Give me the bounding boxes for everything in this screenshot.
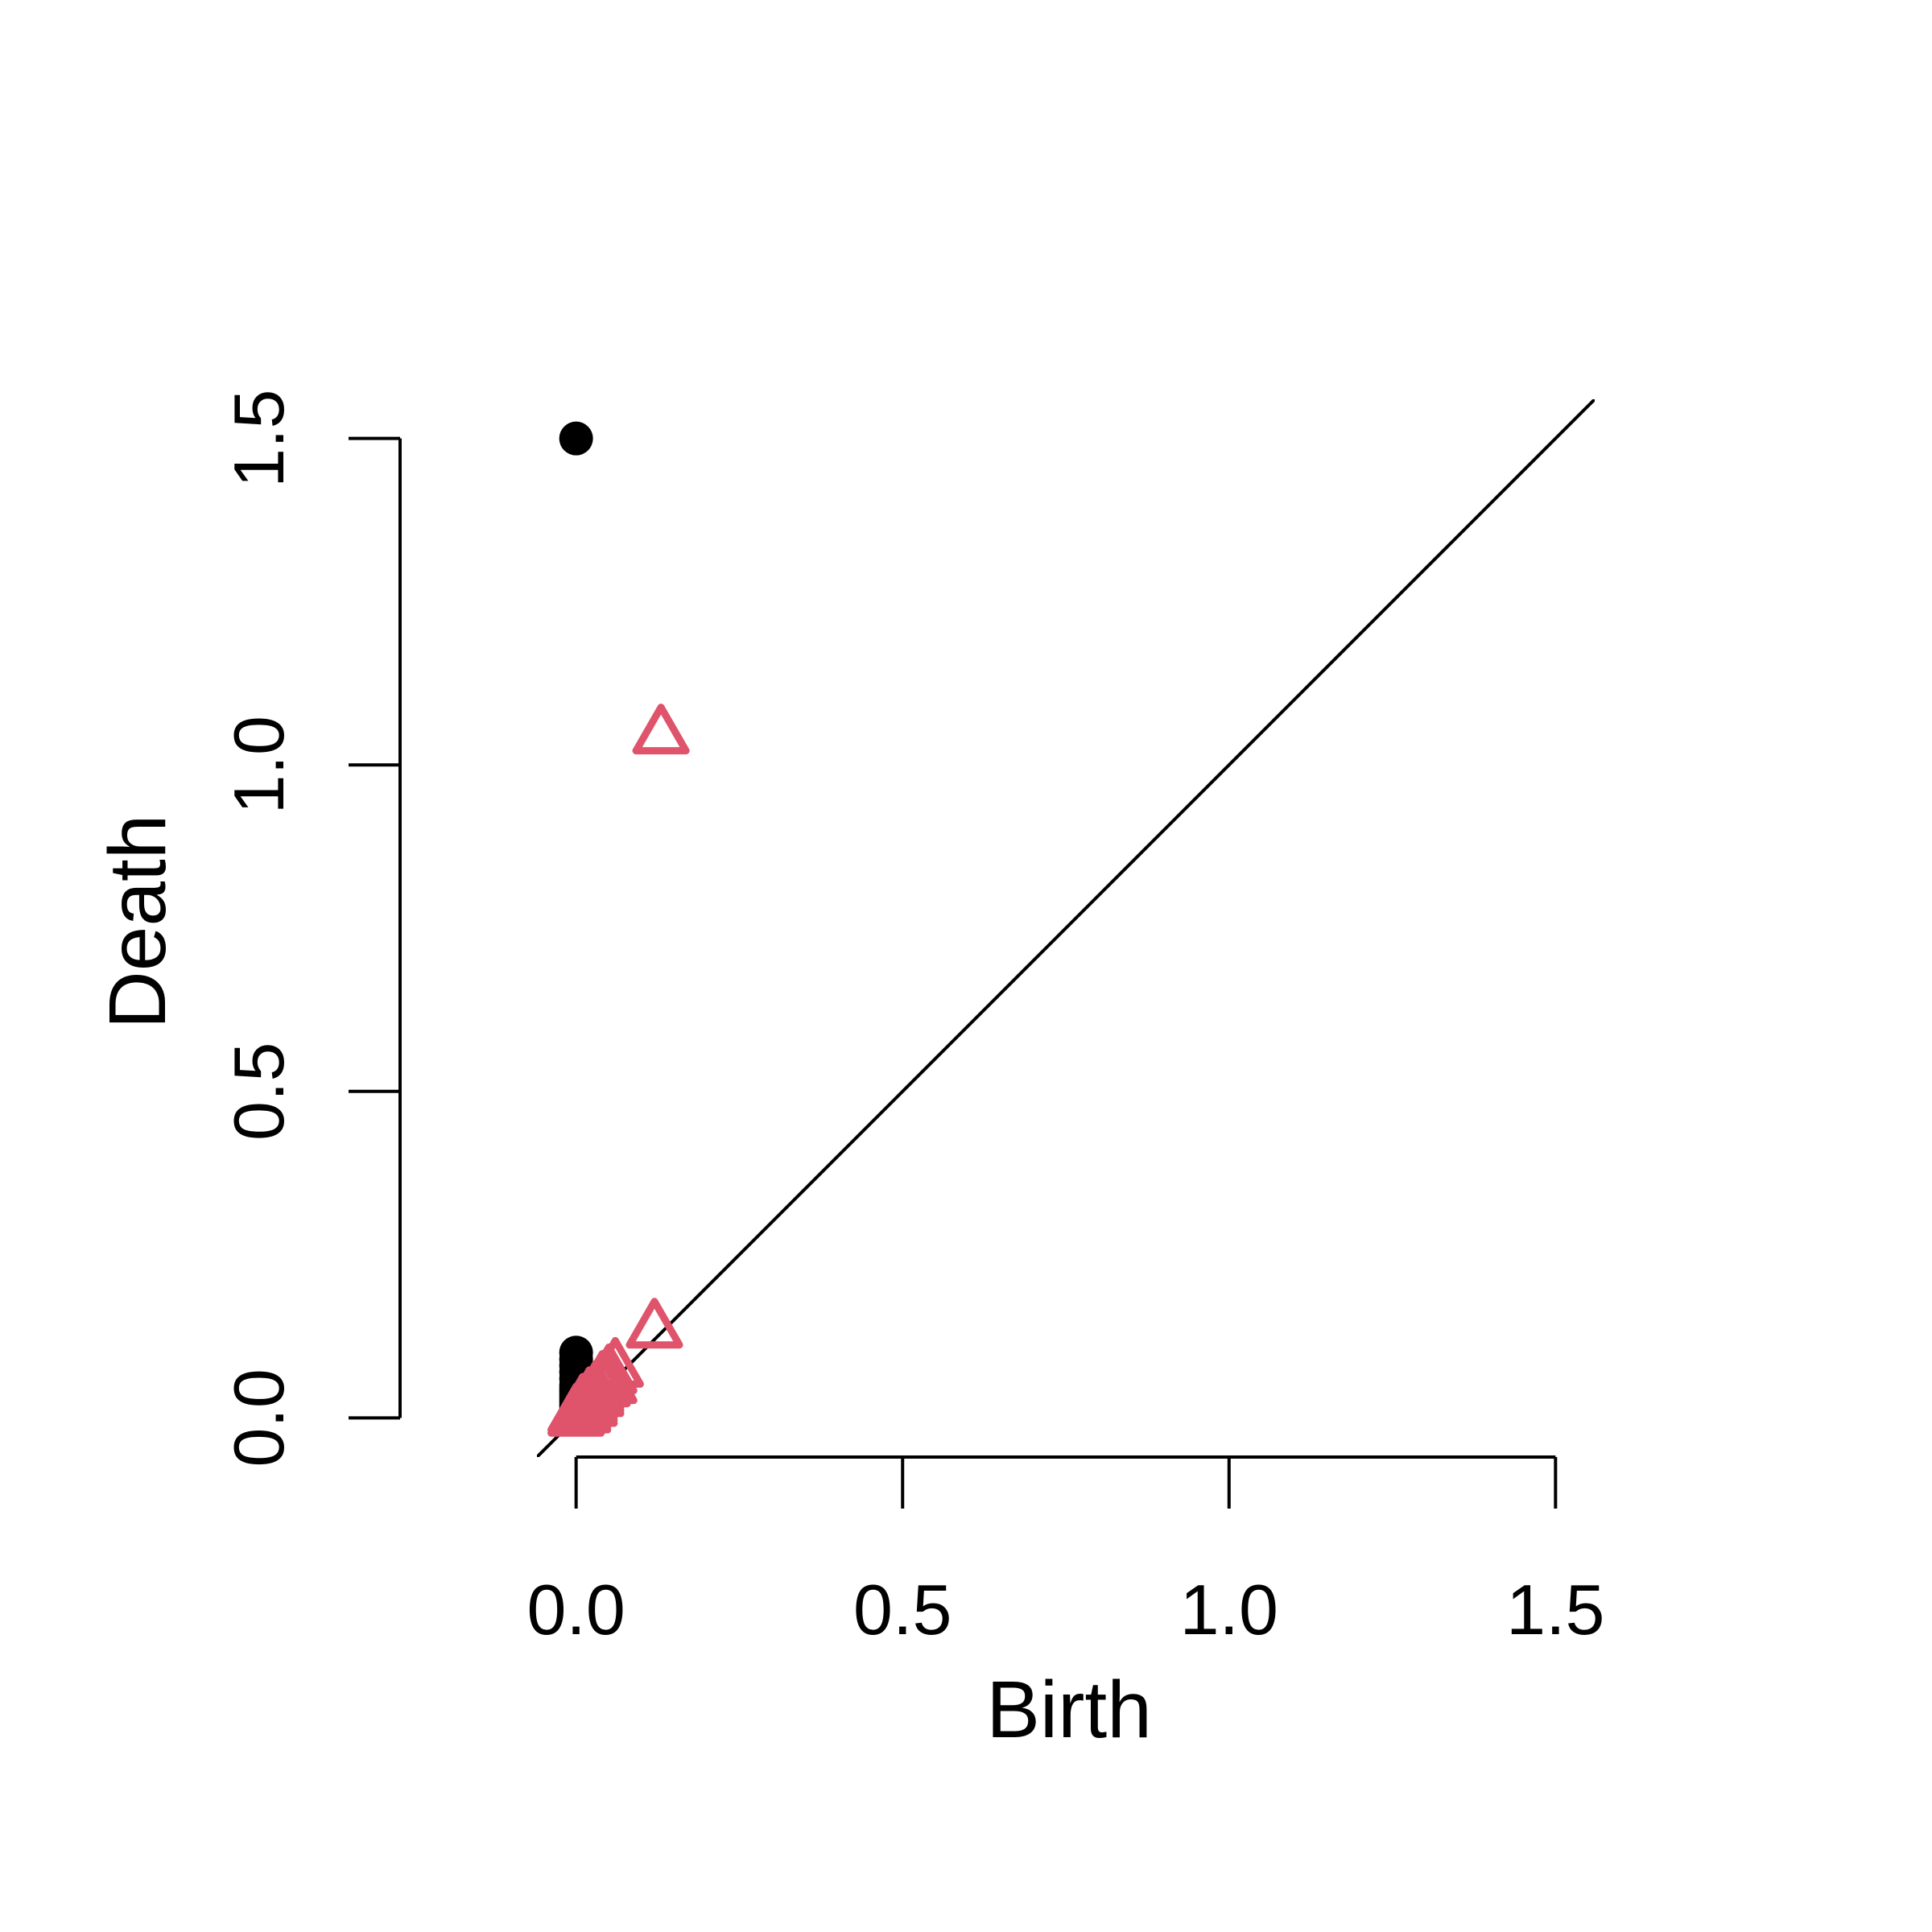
diagonal-line — [537, 399, 1595, 1457]
y-tick-label: 1.5 — [219, 389, 299, 487]
x-axis: 0.0 0.5 1.0 1.5 — [526, 1455, 1605, 1649]
y-tick-label: 0.0 — [219, 1368, 299, 1467]
x-axis-title: Birth — [986, 1665, 1152, 1755]
y-axis: 0.0 0.5 1.0 1.5 — [219, 389, 402, 1468]
x-tick-label: 0.5 — [853, 1570, 952, 1649]
x-tick-label: 1.0 — [1180, 1570, 1278, 1649]
data-point — [632, 704, 690, 755]
data-point — [625, 1298, 683, 1349]
data-point — [547, 1385, 605, 1437]
plot-area — [537, 399, 1595, 1457]
y-tick-label: 0.5 — [219, 1042, 299, 1141]
x-tick-label: 0.0 — [526, 1570, 625, 1649]
data-point — [559, 421, 593, 456]
x-tick-label: 1.5 — [1506, 1570, 1604, 1649]
y-tick-label: 1.0 — [219, 716, 299, 814]
y-axis-title: Death — [93, 815, 183, 1030]
